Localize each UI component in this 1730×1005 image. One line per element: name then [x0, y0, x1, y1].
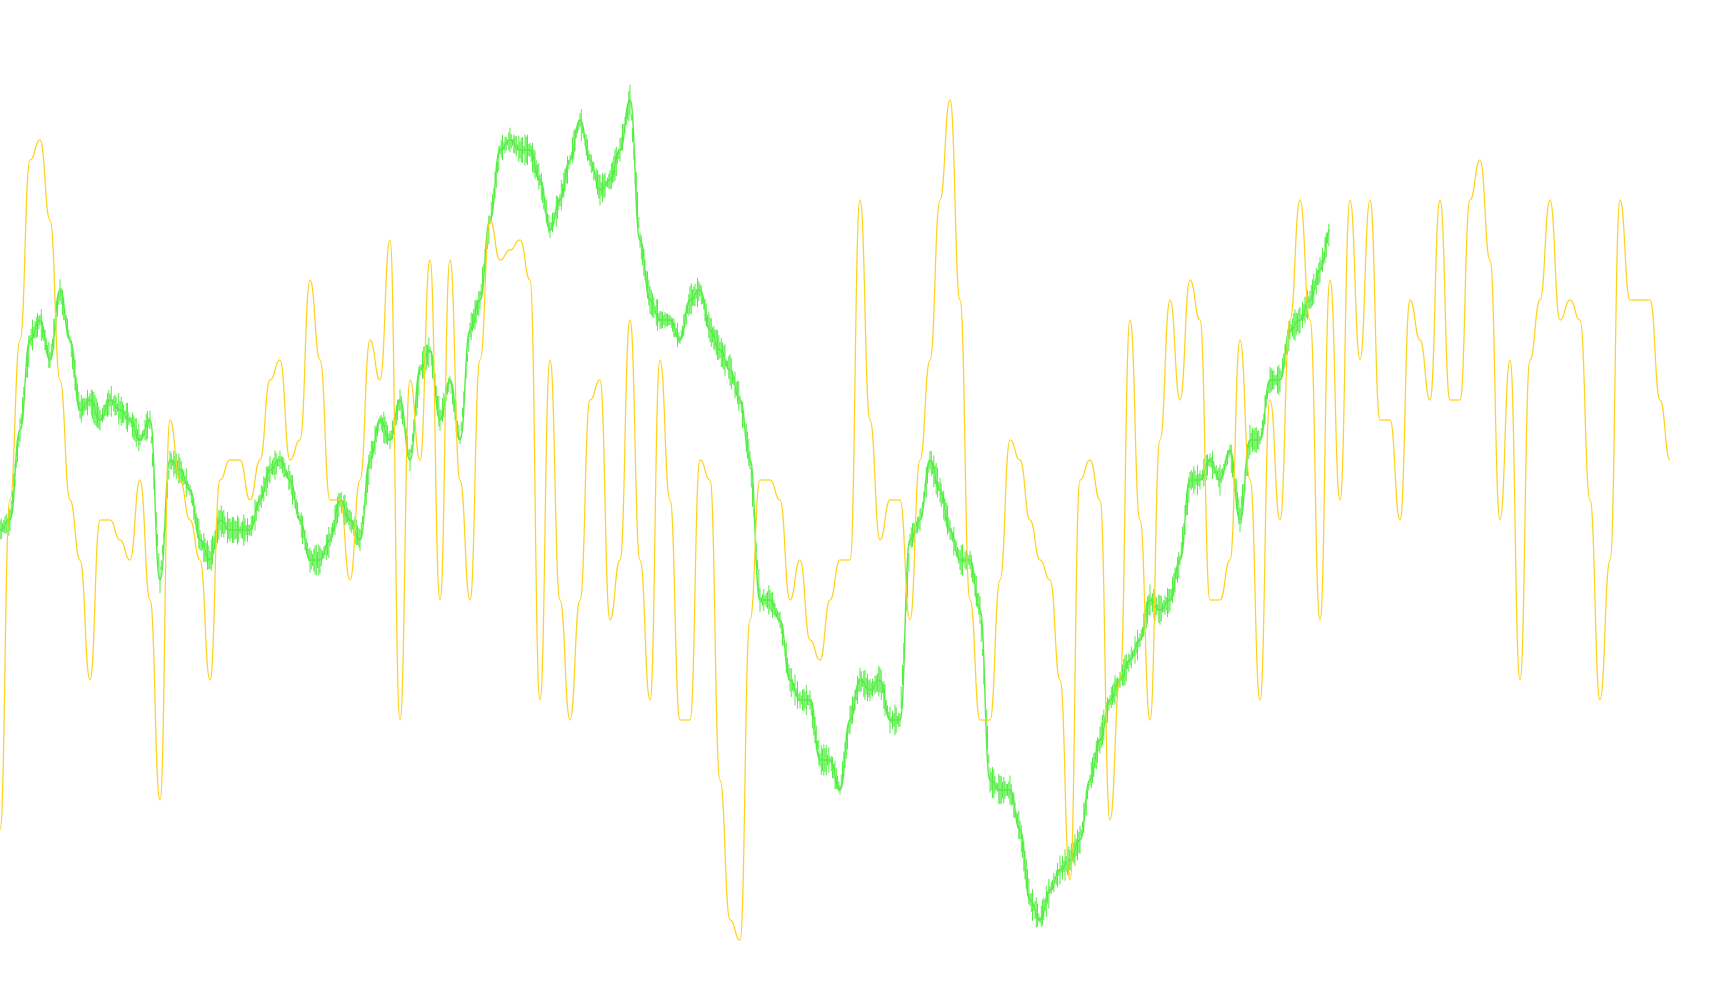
series-line-2 — [0, 99, 1671, 941]
series-line-1 — [0, 99, 1331, 921]
series-1-texture — [0, 84, 1330, 928]
